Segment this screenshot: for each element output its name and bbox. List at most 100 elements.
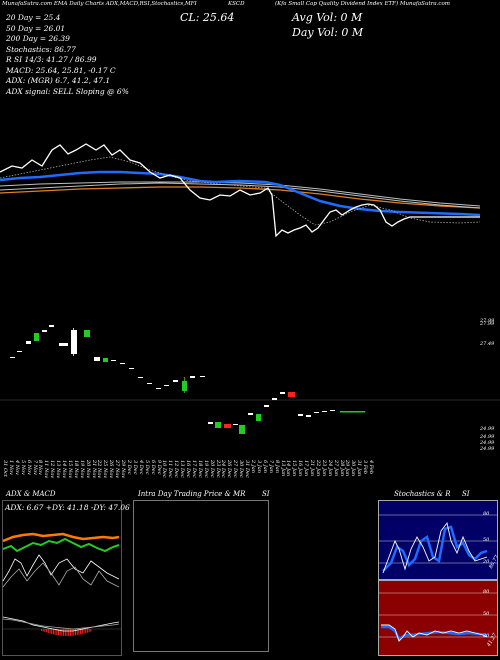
symbol: KSCD	[228, 1, 245, 7]
candle	[26, 341, 31, 344]
date-tick: 5 Nov	[19, 460, 26, 475]
candle	[34, 333, 39, 341]
candle	[59, 343, 68, 346]
candle	[322, 411, 327, 412]
macd-hist-bar	[61, 629, 63, 636]
candle	[84, 330, 90, 337]
macd-hist-bar	[51, 629, 53, 634]
date-tick: 27 Jan	[332, 460, 339, 477]
candle	[224, 424, 231, 428]
candle	[306, 415, 311, 417]
date-tick: 24 Jan	[326, 460, 333, 477]
stoch-white-line	[382, 521, 488, 574]
date-tick: 6 Dec	[149, 460, 156, 475]
date-tick: 4 Nov	[13, 460, 20, 475]
candle	[94, 357, 100, 361]
rsi-tick: 80	[483, 589, 490, 595]
date-axis: 31 Oct 1 Nov 4 Nov 5 Nov 6 Nov 7 Nov 8 Nov 11 N…	[0, 460, 380, 490]
macd-histogram	[41, 629, 92, 636]
candle	[288, 392, 295, 397]
candle	[71, 330, 77, 354]
date-tick: 6 Jan	[261, 460, 268, 473]
candle	[208, 422, 213, 424]
candle	[138, 377, 143, 378]
intraday-panel	[133, 500, 269, 652]
header-right-title: (Kfa Small Cap Quality Dividend Index ET…	[275, 1, 450, 7]
stoch-blue-line	[382, 525, 488, 572]
macd-hist-bar	[41, 629, 42, 631]
macd-hist-bar	[73, 629, 75, 636]
date-tick: 7 Jan	[267, 460, 274, 473]
price-tick: 24.99	[480, 440, 495, 446]
di-white-line	[2, 554, 120, 582]
header-top-left: MunafaSutra.com EMA Daily Charts ADX,MAC…	[2, 1, 197, 7]
adx-values-line: ADX: (MGR) 6.7, 41.2, 47.1	[6, 76, 111, 85]
rsi-plot	[379, 592, 497, 642]
macd-hist-bar	[80, 629, 82, 635]
ema-silver-line-2	[0, 182, 481, 209]
candle	[239, 425, 245, 434]
stochastics-plot	[379, 514, 497, 574]
macd-hist-bar	[83, 629, 85, 634]
di-gray-line	[2, 562, 120, 588]
candle	[280, 392, 285, 394]
ema200-label: 200 Day = 26.39	[6, 34, 70, 43]
macd-hist-bar	[76, 629, 78, 636]
candle	[272, 398, 277, 400]
rsi-panel: 80 50 20 41.27	[378, 580, 498, 656]
date-tick: 23 Jan	[320, 460, 327, 477]
candle	[10, 357, 15, 358]
candle	[49, 325, 54, 327]
macd-hist-bar	[85, 629, 87, 634]
price-tick: 27.99	[480, 318, 495, 324]
macd-hist-bar	[66, 629, 68, 636]
macd-hist-bar	[49, 629, 51, 634]
macd-hist-bar	[90, 629, 92, 632]
date-tick: 6 Nov	[25, 460, 32, 475]
close-price: CL: 25.64	[180, 11, 235, 24]
date-tick: 20 Nov	[84, 460, 91, 479]
macd-hist-bar	[64, 629, 66, 636]
price-tick: 27.99	[480, 321, 495, 327]
stoch-title: Stochastics & R	[394, 490, 451, 498]
rsi-tick: 50	[483, 611, 490, 617]
stochastics-panel: 80 50 20 86.77	[378, 500, 500, 580]
date-tick: 4 Dec	[137, 460, 144, 475]
macd-hist-bar	[78, 629, 80, 635]
ema50-label: 50 Day = 26.01	[6, 23, 66, 33]
price-tick: 24.99	[480, 426, 495, 432]
date-tick: 19 Nov	[78, 460, 85, 479]
date-tick: 5 Dec	[143, 460, 150, 475]
intraday-title-suffix: SI	[262, 490, 270, 498]
candle	[156, 388, 161, 389]
stoch-tick: 50	[483, 537, 490, 543]
adx-green-line	[2, 537, 120, 553]
ema-dotted-line	[0, 156, 481, 226]
intraday-title: Intra Day Trading Price & MR	[138, 490, 246, 498]
price-tick: 24.99	[480, 434, 495, 440]
date-tick: 18 Nov	[72, 460, 79, 479]
candle	[164, 385, 169, 386]
macd-hist-bar	[47, 629, 49, 634]
stoch-tick: 20	[483, 559, 490, 565]
ema20-label: 20 Day = 25.4	[6, 13, 61, 22]
ema-silver-line-1	[0, 181, 481, 207]
stoch-title-suffix: SI	[462, 490, 470, 498]
date-tick: 18 Dec	[196, 460, 203, 478]
macd-label: MACD: 25.64, 25.81, -0.17 C	[6, 65, 116, 75]
candle	[200, 376, 205, 377]
macd-hist-bar	[44, 629, 46, 633]
macd-hist-bar	[88, 629, 90, 633]
adx-macd-panel: ADX: 6.67 +DY: 41.18 -DY: 47.06	[2, 500, 130, 656]
candle	[264, 405, 269, 407]
date-tick: 8 Jan	[273, 460, 280, 473]
macd-hist-bar	[81, 629, 83, 634]
macd-hist-bar	[68, 629, 70, 636]
macd-hist-bar	[59, 629, 61, 636]
macd-hist-bar	[42, 629, 44, 632]
macd-hist-bar	[69, 629, 71, 636]
candle	[42, 330, 47, 332]
candle	[256, 414, 261, 421]
